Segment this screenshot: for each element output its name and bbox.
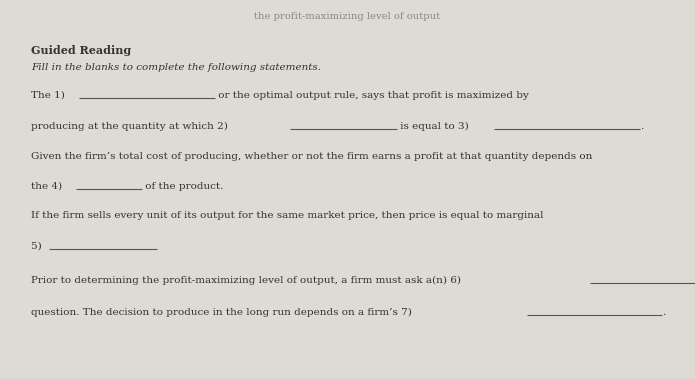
Text: Fill in the blanks to complete the following statements.: Fill in the blanks to complete the follo…: [31, 63, 321, 72]
Text: Given the firm’s total cost of producing, whether or not the firm earns a profit: Given the firm’s total cost of producing…: [31, 152, 593, 161]
Text: The 1): The 1): [31, 91, 68, 100]
Text: 5): 5): [31, 242, 45, 251]
Text: is equal to 3): is equal to 3): [398, 122, 472, 131]
Text: of the product.: of the product.: [142, 182, 223, 191]
Text: .: .: [662, 308, 666, 317]
Text: Prior to determining the profit-maximizing level of output, a firm must ask a(n): Prior to determining the profit-maximizi…: [31, 276, 464, 285]
Text: producing at the quantity at which 2): producing at the quantity at which 2): [31, 122, 231, 131]
Text: question. The decision to produce in the long run depends on a firm’s 7): question. The decision to produce in the…: [31, 308, 416, 317]
Text: .: .: [640, 122, 643, 131]
Text: the 4): the 4): [31, 182, 65, 191]
Text: or the optimal output rule, says that profit is maximized by: or the optimal output rule, says that pr…: [215, 91, 529, 100]
Text: Guided Reading: Guided Reading: [31, 45, 131, 56]
Text: If the firm sells every unit of its output for the same market price, then price: If the firm sells every unit of its outp…: [31, 211, 543, 220]
Text: the profit-maximizing level of output: the profit-maximizing level of output: [254, 12, 441, 21]
